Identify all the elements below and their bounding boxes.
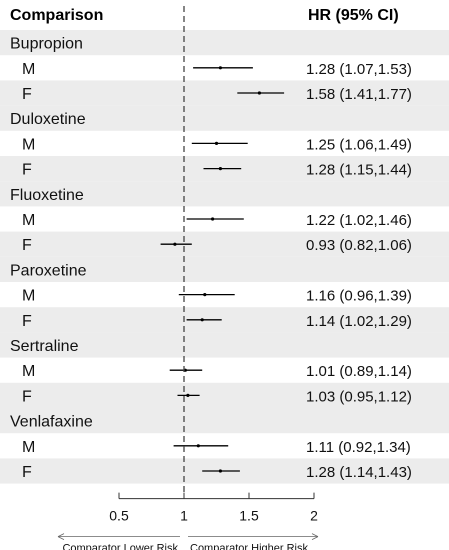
direction-labels: Comparator Lower Risk Comparator Higher R… xyxy=(57,533,319,550)
group-label: Fluoxetine xyxy=(10,187,84,204)
hr-ci-value: 1.25 (1.06,1.49) xyxy=(306,136,412,153)
comparison-header: Comparison xyxy=(10,7,103,24)
group-row-bg xyxy=(0,408,449,434)
row-label: M xyxy=(22,136,35,153)
hr-point xyxy=(200,318,204,322)
group-row-bg xyxy=(0,256,449,282)
group-row-bg xyxy=(0,181,449,207)
hr-ci-value: 1.01 (0.89,1.14) xyxy=(306,363,412,380)
row-label: M xyxy=(22,61,35,78)
hr-ci-value: 1.22 (1.02,1.46) xyxy=(306,212,412,229)
row-bg xyxy=(0,231,449,257)
row-label: M xyxy=(22,439,35,456)
x-tick-label: 1.5 xyxy=(239,508,259,524)
row-label: F xyxy=(22,86,32,103)
group-label: Venlafaxine xyxy=(10,414,93,431)
arrowhead-right xyxy=(311,533,319,540)
group-row-bg xyxy=(0,30,449,56)
hr-point xyxy=(203,293,207,297)
hr-point xyxy=(218,469,222,473)
hr-point xyxy=(214,141,219,145)
x-axis: 0.5 1 1.5 2 xyxy=(109,492,318,524)
hr-ci-value: 1.14 (1.02,1.29) xyxy=(306,313,412,330)
group-label: Paroxetine xyxy=(10,262,87,279)
hr-point xyxy=(211,217,215,221)
row-label: M xyxy=(22,288,35,305)
row-bg xyxy=(0,307,449,333)
group-label: Duloxetine xyxy=(10,111,86,128)
higher-risk-label: Comparator Higher Risk xyxy=(190,543,308,550)
hr-point xyxy=(173,242,177,246)
row-label: F xyxy=(22,237,32,254)
row-label: F xyxy=(22,388,32,405)
row-label: F xyxy=(22,162,32,179)
hr-ci-value: 1.28 (1.15,1.44) xyxy=(306,162,412,179)
lower-risk-label: Comparator Lower Risk xyxy=(62,543,178,550)
hr-ci-value: 1.16 (0.96,1.39) xyxy=(306,288,412,305)
hr-point xyxy=(218,167,222,171)
hr-ci-value: 1.11 (0.92,1.34) xyxy=(306,439,411,456)
hr-ci-header: HR (95% CI) xyxy=(308,7,399,24)
row-bg xyxy=(0,382,449,408)
row-backgrounds xyxy=(0,30,449,484)
hr-point xyxy=(186,393,190,397)
group-row-bg xyxy=(0,105,449,131)
x-tick-label: 2 xyxy=(310,508,318,524)
row-bg xyxy=(0,80,449,106)
row-label: F xyxy=(22,464,32,481)
arrowhead-left xyxy=(57,533,65,540)
hr-ci-value: 1.58 (1.41,1.77) xyxy=(306,86,412,103)
hr-point xyxy=(257,91,261,95)
group-label: Sertraline xyxy=(10,338,79,355)
row-label: M xyxy=(22,363,35,380)
hr-ci-value: 1.28 (1.14,1.43) xyxy=(306,464,412,481)
hr-ci-value: 1.28 (1.07,1.53) xyxy=(306,61,412,78)
row-label: M xyxy=(22,212,35,229)
forest-rows: Bupropion M 1.28 (1.07,1.53) F 1.58 (1.41,1.… xyxy=(10,6,412,496)
hr-point xyxy=(196,444,200,448)
group-row-bg xyxy=(0,332,449,358)
row-label: F xyxy=(22,313,32,330)
group-label: Bupropion xyxy=(10,36,83,53)
hr-ci-value: 1.03 (0.95,1.12) xyxy=(306,388,412,405)
x-tick-label: 1 xyxy=(180,508,188,524)
x-tick-label: 0.5 xyxy=(109,508,129,524)
hr-ci-value: 0.93 (0.82,1.06) xyxy=(306,237,412,254)
hr-point xyxy=(218,66,222,70)
